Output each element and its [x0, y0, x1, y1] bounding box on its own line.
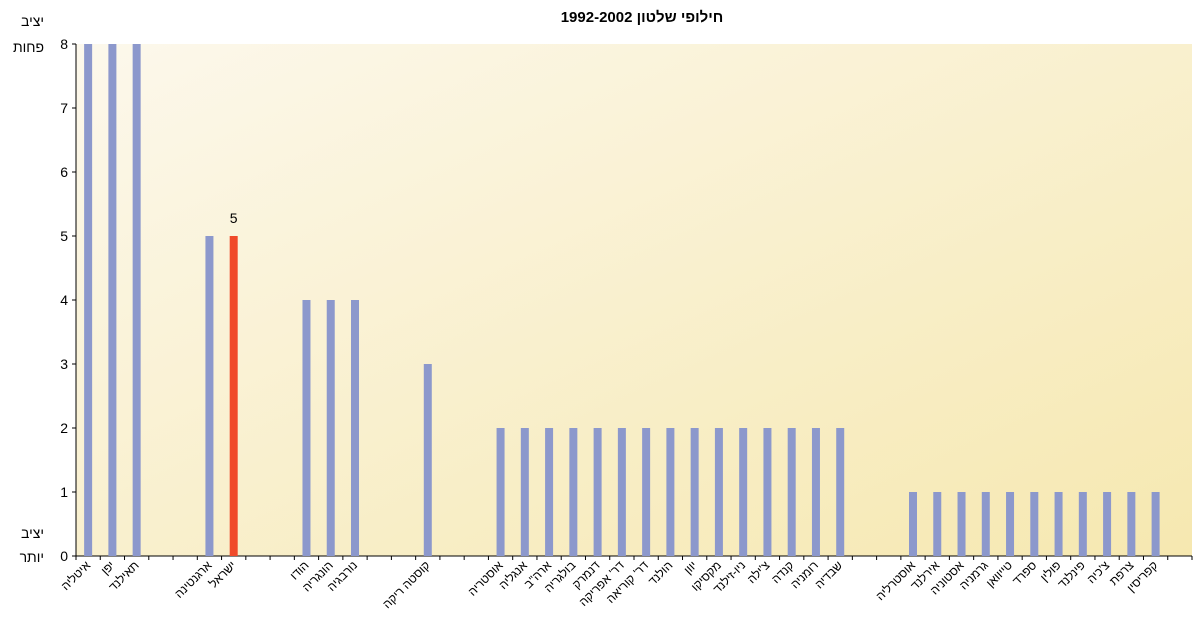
bar: [205, 236, 214, 556]
y-top-label-line1: יציב: [21, 13, 44, 29]
bar: [1127, 492, 1136, 556]
y-tick-label: 2: [60, 420, 68, 436]
x-category-label: ישראל: [206, 558, 238, 590]
x-category-label: אנגליה: [496, 558, 530, 592]
bar: [108, 44, 117, 556]
y-tick-label: 3: [60, 356, 68, 372]
data-label: 5: [230, 210, 238, 226]
bar: [545, 428, 554, 556]
x-category-label: צ'ילה: [745, 558, 773, 586]
x-category-label: שבדיה: [812, 558, 845, 591]
bar: [1054, 492, 1063, 556]
bar: [690, 428, 699, 556]
x-category-label: הולנד: [646, 558, 676, 588]
y-bottom-label-line2: יותר: [20, 549, 44, 565]
bar: [666, 428, 675, 556]
bar: [351, 300, 359, 556]
plot-area: [76, 44, 1192, 556]
x-category-label: צ'כיה: [1084, 558, 1112, 586]
bar: [617, 428, 626, 556]
x-category-label: ספרד: [1010, 558, 1040, 588]
y-top-label-line2: פחות: [13, 39, 44, 55]
bar: [520, 428, 529, 556]
chart-title: חילופי שלטון 1992-2002: [561, 9, 724, 26]
bar: [132, 44, 141, 556]
bar: [933, 492, 942, 556]
bar: [739, 428, 748, 556]
bar: [1030, 492, 1039, 556]
bar: [229, 236, 238, 556]
bar: [1006, 492, 1015, 556]
y-tick-label: 4: [60, 292, 68, 308]
bar: [1151, 492, 1160, 556]
y-bottom-label-line1: יציב: [21, 525, 44, 541]
x-category-label: קוסטה ריקה: [380, 558, 433, 611]
bar: [1078, 492, 1087, 556]
bar: [909, 492, 917, 556]
bar: [714, 428, 723, 556]
bar: [496, 428, 505, 556]
y-tick-label: 5: [60, 228, 68, 244]
y-tick-label: 8: [60, 36, 68, 52]
bar: [787, 428, 796, 556]
bar: [642, 428, 651, 556]
y-tick-label: 1: [60, 484, 68, 500]
bar: [302, 300, 311, 556]
bar: [836, 428, 845, 556]
x-category-label: פינלנד: [1055, 558, 1088, 591]
bar: [593, 428, 602, 556]
y-tick-label: 0: [60, 548, 68, 564]
bar: [1103, 492, 1112, 556]
bar: [763, 428, 772, 556]
bar: [423, 364, 432, 556]
bar: [326, 300, 335, 556]
y-tick-label: 7: [60, 100, 68, 116]
bar: [957, 492, 966, 556]
bar: [84, 44, 93, 556]
bar: [811, 428, 820, 556]
x-category-label: טייוואן: [983, 558, 1015, 590]
bar: [569, 428, 578, 556]
y-tick-label: 6: [60, 164, 68, 180]
bar: [981, 492, 990, 556]
